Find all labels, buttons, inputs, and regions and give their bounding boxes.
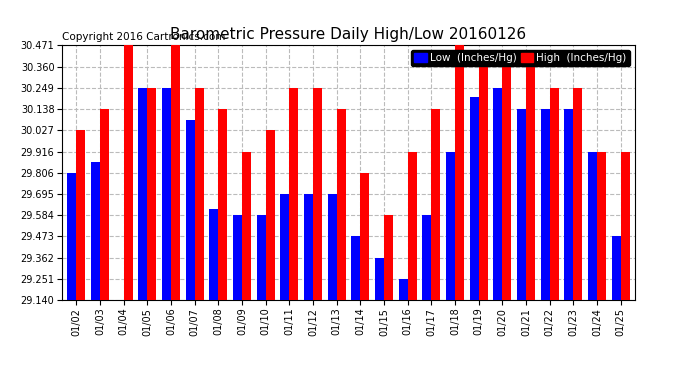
Bar bbox=[186, 120, 195, 300]
Bar bbox=[304, 194, 313, 300]
Bar bbox=[431, 109, 440, 300]
Bar bbox=[446, 152, 455, 300]
Bar bbox=[280, 194, 289, 300]
Bar bbox=[502, 67, 511, 300]
Legend: Low  (Inches/Hg), High  (Inches/Hg): Low (Inches/Hg), High (Inches/Hg) bbox=[411, 50, 629, 66]
Bar bbox=[195, 88, 204, 300]
Bar bbox=[517, 109, 526, 300]
Bar bbox=[328, 194, 337, 300]
Bar bbox=[455, 45, 464, 300]
Bar bbox=[611, 236, 620, 300]
Bar bbox=[620, 152, 629, 300]
Bar bbox=[588, 152, 597, 300]
Text: Copyright 2016 Cartronics.com: Copyright 2016 Cartronics.com bbox=[62, 33, 226, 42]
Bar bbox=[233, 215, 242, 300]
Bar bbox=[91, 162, 100, 300]
Bar bbox=[564, 109, 573, 300]
Bar bbox=[384, 215, 393, 300]
Bar bbox=[408, 152, 417, 300]
Bar bbox=[313, 88, 322, 300]
Bar bbox=[337, 109, 346, 300]
Title: Barometric Pressure Daily High/Low 20160126: Barometric Pressure Daily High/Low 20160… bbox=[170, 27, 526, 42]
Bar bbox=[375, 258, 384, 300]
Bar bbox=[470, 97, 479, 300]
Bar bbox=[493, 88, 502, 300]
Bar bbox=[526, 67, 535, 300]
Bar bbox=[124, 45, 132, 300]
Bar bbox=[479, 67, 488, 300]
Bar bbox=[399, 279, 408, 300]
Bar bbox=[289, 88, 298, 300]
Bar bbox=[360, 172, 369, 300]
Bar bbox=[147, 88, 157, 300]
Bar bbox=[266, 130, 275, 300]
Bar bbox=[162, 88, 171, 300]
Bar bbox=[422, 215, 431, 300]
Bar bbox=[242, 152, 251, 300]
Bar bbox=[77, 130, 86, 300]
Bar bbox=[573, 88, 582, 300]
Bar bbox=[257, 215, 266, 300]
Bar bbox=[218, 109, 227, 300]
Bar bbox=[100, 109, 109, 300]
Bar bbox=[351, 236, 360, 300]
Bar bbox=[68, 172, 77, 300]
Bar bbox=[138, 88, 147, 300]
Bar bbox=[550, 88, 559, 300]
Bar bbox=[171, 45, 180, 300]
Bar bbox=[597, 152, 606, 300]
Bar bbox=[540, 109, 550, 300]
Bar bbox=[209, 209, 218, 300]
